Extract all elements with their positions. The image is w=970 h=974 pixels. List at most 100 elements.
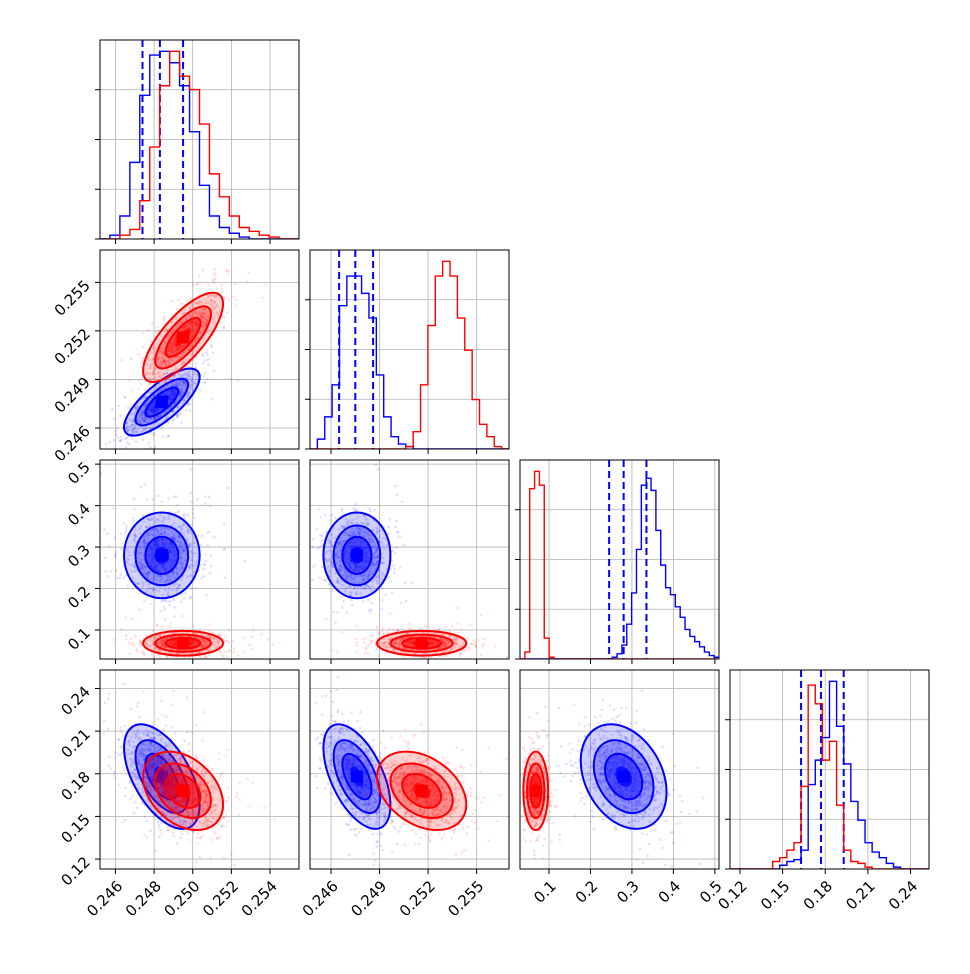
scatter-point <box>160 625 163 628</box>
scatter-point <box>191 524 194 527</box>
scatter-point <box>176 307 179 310</box>
scatter-point <box>141 361 144 364</box>
scatter-point <box>218 651 221 654</box>
scatter-point <box>91 578 94 581</box>
scatter-point <box>311 566 314 569</box>
scatter-point <box>115 430 118 433</box>
scatter-point <box>115 551 118 554</box>
histogram-step-blue <box>100 51 299 239</box>
scatter-point <box>190 587 193 590</box>
scatter-point <box>202 353 205 356</box>
scatter-point <box>227 274 230 277</box>
scatter-point <box>161 501 164 504</box>
scatter-point <box>384 594 387 597</box>
scatter-point <box>110 570 113 573</box>
scatter-point <box>206 378 209 381</box>
scatter-point <box>117 405 120 408</box>
scatter-point <box>140 486 143 489</box>
scatter-point <box>150 340 153 343</box>
density-peak-red <box>177 637 189 649</box>
scatter-point <box>456 622 459 625</box>
scatter-point <box>271 643 274 646</box>
scatter-point <box>229 649 232 652</box>
scatter-point <box>146 498 149 501</box>
scatter-point <box>367 598 370 601</box>
scatter-point <box>260 633 263 636</box>
scatter-point <box>226 487 229 490</box>
scatter-point <box>324 514 327 517</box>
scatter-point <box>205 352 208 355</box>
scatter-point <box>202 375 205 378</box>
scatter-point <box>243 637 246 640</box>
scatter-point <box>394 525 397 528</box>
scatter-point <box>204 372 207 375</box>
scatter-point <box>132 520 135 523</box>
scatter-point <box>189 403 192 406</box>
scatter-point <box>156 428 159 431</box>
scatter-point <box>444 625 447 628</box>
scatter-point <box>319 516 322 519</box>
scatter-point <box>151 654 154 657</box>
scatter-point <box>133 498 136 501</box>
scatter-point <box>325 618 328 621</box>
scatter-point <box>206 544 209 547</box>
scatter-point <box>106 532 109 535</box>
scatter-point <box>224 576 227 579</box>
scatter-point <box>164 599 167 602</box>
scatter-point <box>189 366 192 369</box>
scatter-point <box>334 621 337 624</box>
scatter-point <box>163 381 166 384</box>
scatter-point <box>201 534 204 537</box>
scatter-point <box>330 519 333 522</box>
scatter-point <box>387 576 390 579</box>
scatter-point <box>202 381 205 384</box>
scatter-point <box>167 497 170 500</box>
scatter-point <box>113 418 116 421</box>
scatter-point <box>215 660 218 663</box>
scatter-point <box>231 640 234 643</box>
scatter-point <box>162 317 165 320</box>
scatter-point <box>185 409 188 412</box>
panel-1-1 <box>305 250 509 454</box>
y-tick-label: 0.255 <box>51 276 94 319</box>
scatter-point <box>380 607 383 610</box>
scatter-point <box>208 358 211 361</box>
scatter-point <box>191 508 194 511</box>
scatter-point <box>302 512 305 515</box>
scatter-point <box>160 600 163 603</box>
scatter-point <box>114 554 117 557</box>
scatter-point <box>128 642 131 645</box>
panel-content <box>79 460 299 672</box>
scatter-point <box>120 359 123 362</box>
scatter-point <box>196 283 199 286</box>
scatter-point <box>113 537 116 540</box>
scatter-point <box>141 514 144 517</box>
scatter-point <box>180 374 183 377</box>
scatter-point <box>250 648 253 651</box>
scatter-point <box>125 446 128 449</box>
scatter-point <box>401 500 404 503</box>
scatter-point <box>167 625 170 628</box>
scatter-point <box>180 601 183 604</box>
scatter-point <box>207 363 210 366</box>
scatter-point <box>432 627 435 630</box>
scatter-point <box>221 290 224 293</box>
scatter-point <box>194 362 197 365</box>
scatter-point <box>196 498 199 501</box>
scatter-point <box>334 517 337 520</box>
scatter-point <box>393 568 396 571</box>
scatter-point <box>164 608 167 611</box>
scatter-point <box>169 600 172 603</box>
scatter-point <box>303 508 306 511</box>
scatter-point <box>175 395 178 398</box>
scatter-point <box>228 628 231 631</box>
scatter-point <box>227 270 230 273</box>
scatter-point <box>128 443 131 446</box>
scatter-point <box>108 545 111 548</box>
scatter-point <box>134 635 137 638</box>
scatter-point <box>207 284 210 287</box>
scatter-point <box>351 604 354 607</box>
scatter-point <box>388 533 391 536</box>
y-tick-label: 0.2 <box>64 583 94 613</box>
